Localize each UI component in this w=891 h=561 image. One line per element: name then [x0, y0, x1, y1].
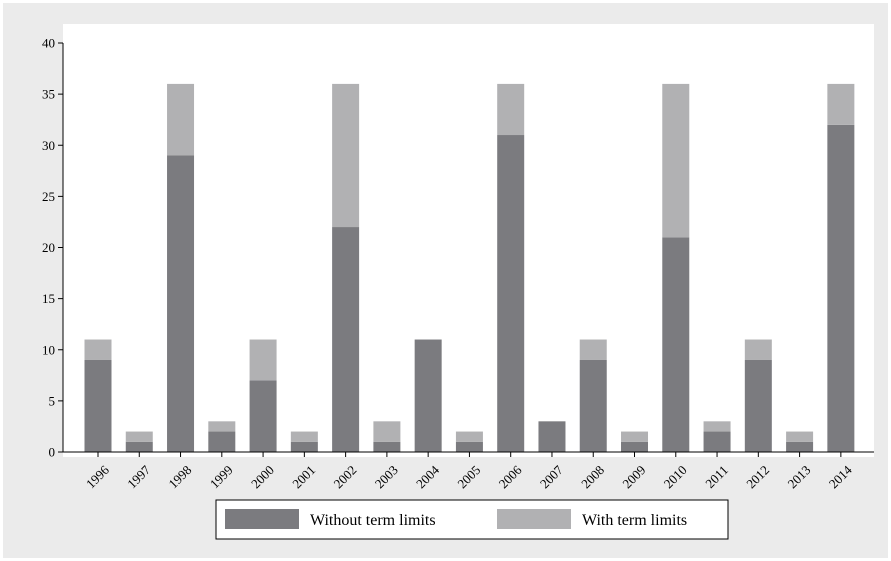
legend: Without term limits With term limits [215, 499, 729, 540]
bar-without-term-limits-1998 [167, 155, 195, 452]
x-tick-label: 2012 [743, 462, 772, 491]
chart-container: 0 5 10 15 20 25 30 35 40 1996 1997 1998 1999 2000 200… [3, 3, 888, 558]
x-tick-label: 1998 [165, 462, 194, 491]
bar-without-term-limits-2013 [786, 441, 814, 452]
x-tick-label: 2013 [785, 462, 814, 491]
bar-with-term-limits-2014 [827, 83, 855, 125]
x-tick-label: 2010 [661, 462, 690, 491]
bars-layer [84, 83, 855, 453]
bar-without-term-limits-2002 [332, 227, 360, 452]
bar-without-term-limits-1997 [125, 441, 153, 452]
bar-without-term-limits-2004 [414, 339, 442, 452]
x-tick-label: 2008 [578, 462, 607, 491]
bar-with-term-limits-2011 [703, 421, 731, 432]
x-tick-label: 2014 [826, 462, 855, 491]
legend-swatch-without-term-limits [225, 509, 299, 529]
x-tick-label: 2003 [372, 462, 401, 491]
y-tick-label: 40 [42, 36, 55, 51]
bar-with-term-limits-2009 [621, 431, 649, 442]
bar-with-term-limits-2005 [455, 431, 483, 442]
x-tick-label: 1996 [83, 462, 112, 491]
bar-with-term-limits-1997 [125, 431, 153, 442]
x-tick-label: 1999 [207, 462, 236, 491]
legend-label-with-term-limits: With term limits [582, 512, 687, 529]
y-tick-label: 25 [42, 189, 55, 204]
y-tick-label: 10 [42, 342, 55, 357]
bar-with-term-limits-1998 [167, 83, 195, 156]
bar-without-term-limits-2005 [455, 441, 483, 452]
x-tick-label: 2009 [619, 462, 648, 491]
legend-label-without-term-limits: Without term limits [310, 512, 436, 529]
x-ticks-layer: 1996 1997 1998 1999 2000 2001 2002 2003 2004 2005… [83, 452, 855, 491]
bar-without-term-limits-2012 [744, 359, 772, 452]
bar-without-term-limits-2014 [827, 124, 855, 453]
x-tick-label: 2011 [702, 462, 731, 491]
x-tick-label: 2000 [248, 462, 277, 491]
bar-without-term-limits-2006 [497, 135, 525, 452]
bar-with-term-limits-2010 [662, 83, 690, 238]
legend-box [215, 499, 729, 540]
bar-with-term-limits-2000 [249, 339, 277, 381]
bar-with-term-limits-2013 [786, 431, 814, 442]
bar-without-term-limits-2010 [662, 237, 690, 452]
y-ticks-layer: 0 5 10 15 20 25 30 35 40 [42, 36, 63, 460]
bar-without-term-limits-2009 [621, 441, 649, 452]
y-tick-label: 5 [49, 393, 56, 408]
bar-without-term-limits-2000 [249, 380, 277, 452]
x-tick-label: 2001 [289, 462, 318, 491]
bar-without-term-limits-2001 [290, 441, 318, 452]
y-tick-label: 15 [42, 291, 55, 306]
y-tick-label: 0 [49, 445, 56, 460]
x-tick-label: 2004 [413, 462, 442, 491]
y-tick-label: 20 [42, 240, 55, 255]
bar-with-term-limits-2002 [332, 83, 360, 228]
bar-without-term-limits-2003 [373, 441, 401, 452]
bar-without-term-limits-1996 [84, 359, 112, 452]
bar-with-term-limits-2006 [497, 83, 525, 136]
bar-with-term-limits-2008 [579, 339, 607, 360]
bar-with-term-limits-1996 [84, 339, 112, 360]
bar-without-term-limits-2007 [538, 421, 566, 452]
x-tick-label: 2005 [454, 462, 483, 491]
x-tick-label: 2006 [496, 462, 525, 491]
y-tick-label: 35 [42, 87, 55, 102]
bar-with-term-limits-2003 [373, 421, 401, 442]
bar-without-term-limits-2011 [703, 431, 731, 452]
bar-with-term-limits-2001 [290, 431, 318, 442]
x-tick-label: 1997 [124, 462, 153, 491]
bar-with-term-limits-1999 [208, 421, 236, 432]
x-tick-label: 2002 [331, 462, 360, 491]
plot-area [63, 24, 874, 457]
legend-swatch-with-term-limits [497, 509, 571, 529]
y-tick-label: 30 [42, 138, 55, 153]
bar-without-term-limits-2008 [579, 359, 607, 452]
stacked-bar-chart: 0 5 10 15 20 25 30 35 40 1996 1997 1998 1999 2000 200… [42, 24, 874, 540]
x-tick-label: 2007 [537, 462, 566, 491]
bar-with-term-limits-2012 [744, 339, 772, 360]
bar-without-term-limits-1999 [208, 431, 236, 452]
